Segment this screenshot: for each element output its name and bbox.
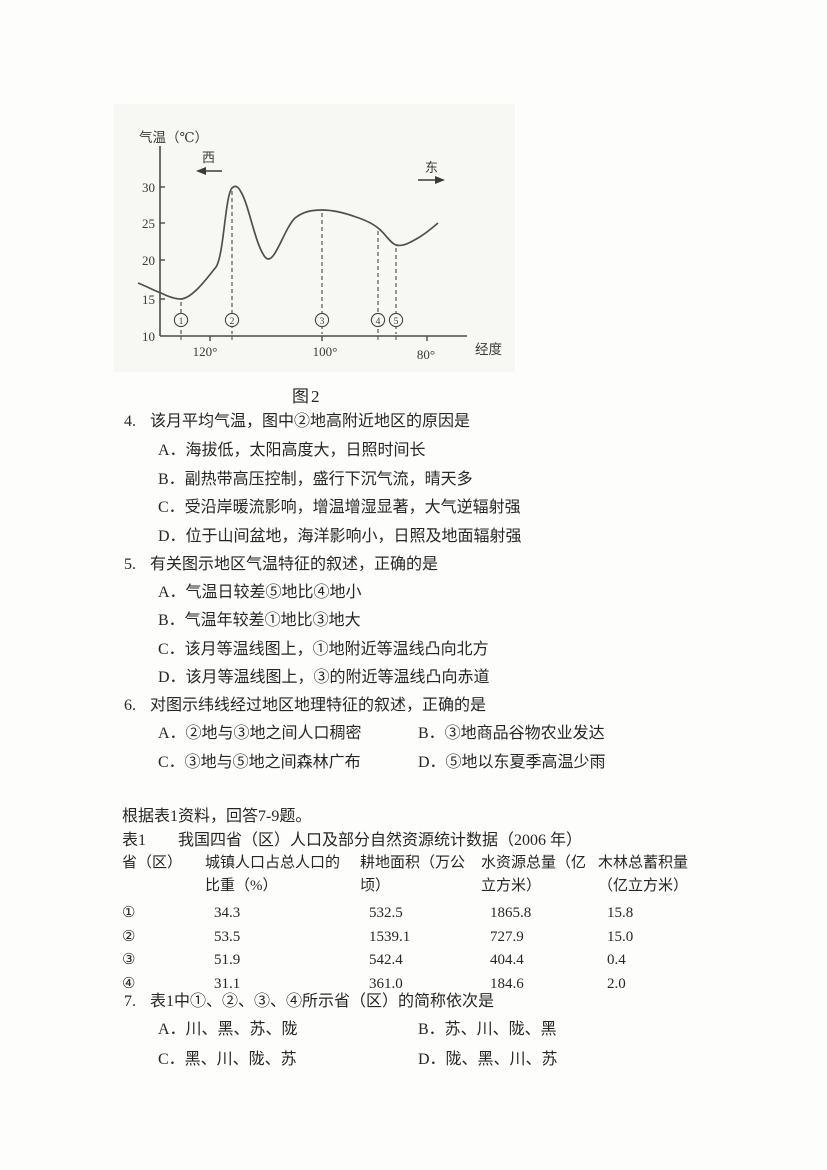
east-label: 东 <box>425 160 438 175</box>
marker-4-icon: 4 <box>370 312 386 328</box>
svg-text:2: 2 <box>230 317 235 327</box>
row3-province: ③ <box>122 952 136 969</box>
x-tick-label-100: 100° <box>313 344 338 359</box>
table-title: 我国四省（区）人口及部分自然资源统计数据（2006 年） <box>178 832 583 849</box>
marker-3-icon: 3 <box>314 312 330 328</box>
question-4-stem: 4. 该月平均气温，图中②地高附近地区的原因是 <box>124 413 471 430</box>
question-5-stem: 5. 有关图示地区气温特征的叙述，正确的是 <box>124 556 439 573</box>
y-tick-label-30: 30 <box>142 180 155 195</box>
y-tick-label-25: 25 <box>142 216 155 231</box>
svg-text:4: 4 <box>376 317 381 327</box>
row3-water: 404.4 <box>490 952 524 969</box>
question-5-number: 5. <box>124 556 136 573</box>
x-tick-label-80: 80° <box>417 347 435 362</box>
svg-text:3: 3 <box>320 317 325 327</box>
table-title-label: 表1 <box>122 832 147 849</box>
row1-water: 1865.8 <box>490 905 532 921</box>
marker-2-icon: 2 <box>224 312 240 328</box>
y-axis-title: 气温（℃） <box>139 130 208 145</box>
table-title-line: 表1 我国四省（区）人口及部分自然资源统计数据（2006 年） <box>122 831 582 851</box>
marker-5-icon: 5 <box>388 312 404 328</box>
table-header-row: 省（区） 城镇人口占总人口的比重（%） 耕地面积（万公顷） 水资源总量（亿立方米… <box>122 852 762 898</box>
table-row: ① 34.3 532.5 1865.8 15.8 <box>122 902 762 926</box>
table-header-forest-stock: 木林总蓄积量（亿立方米） <box>598 855 689 894</box>
row4-water: 184.6 <box>490 976 524 993</box>
question-4-option-d: D．位于山间盆地，海洋影响小，日照及地面辐射强 <box>158 528 522 545</box>
chart-canvas: 气温（℃） 经度 30 25 20 15 10 120° 100° 80° <box>137 130 502 362</box>
row1-forest: 15.8 <box>607 905 634 921</box>
row2-forest: 15.0 <box>607 928 634 945</box>
table-header-water-resources: 水资源总量（亿立方米） <box>481 855 587 894</box>
question-5-option-b: B．气温年较差①地比③地大 <box>158 612 361 629</box>
x-tick-label-120: 120° <box>193 344 218 359</box>
question-7-stem: 7. 表1中①、②、③、④所示省（区）的简称依次是 <box>124 993 495 1010</box>
question-7-option-a: A．川、黑、苏、陇 <box>158 1021 298 1038</box>
table-row: ③ 51.9 542.4 404.4 0.4 <box>122 949 762 973</box>
marker-1-icon: 1 <box>173 312 189 328</box>
table-header-arable-land: 耕地面积（万公顷） <box>360 855 466 894</box>
question-4-number: 4. <box>124 413 136 430</box>
table-header-province: 省（区） <box>122 855 183 871</box>
row1-urban-share: 34.3 <box>214 905 241 921</box>
question-6-option-c: C．③地与⑤地之间森林广布 <box>158 754 361 771</box>
temperature-curve <box>137 185 439 300</box>
question-7-number: 7. <box>124 993 136 1010</box>
table-body: ① 34.3 532.5 1865.8 15.8 ② 53.5 1539.1 7… <box>122 902 762 997</box>
question-5-option-a: A．气温日较差⑤地比④地小 <box>158 584 362 601</box>
question-6-option-d: D．⑤地以东夏季高温少雨 <box>418 754 606 771</box>
question-6-option-b: B．③地商品谷物农业发达 <box>418 725 605 742</box>
row1-province: ① <box>122 905 136 921</box>
question-4-option-a: A．海拔低，太阳高度大，日照时间长 <box>158 442 426 459</box>
row2-water: 727.9 <box>490 928 524 945</box>
row2-province: ② <box>122 928 136 945</box>
table-row: ④ 31.1 361.0 184.6 2.0 <box>122 973 762 997</box>
row4-province: ④ <box>122 976 136 993</box>
y-tick-label-10: 10 <box>142 329 155 344</box>
figure-caption: 图2 <box>292 387 322 406</box>
row4-arable-land: 361.0 <box>369 976 403 993</box>
svg-text:1: 1 <box>179 317 184 327</box>
question-5-option-c: C．该月等温线图上，①地附近等温线凸向北方 <box>158 641 489 658</box>
question-4-option-b: B．副热带高压控制，盛行下沉气流，晴天多 <box>158 471 473 488</box>
table-header-urban-population-share: 城镇人口占总人口的比重（%） <box>205 855 341 894</box>
row2-arable-land: 1539.1 <box>369 928 411 945</box>
question-7-option-b: B．苏、川、陇、黑 <box>418 1021 557 1038</box>
svg-text:5: 5 <box>394 317 399 327</box>
question-6-number: 6. <box>124 697 136 714</box>
y-tick-label-20: 20 <box>142 253 155 268</box>
temperature-longitude-chart: 气温（℃） 经度 30 25 20 15 10 120° 100° 80° <box>113 104 515 372</box>
question-4-option-c: C．受沿岸暖流影响，增温增湿显著，大气逆辐射强 <box>158 499 521 516</box>
question-7-option-c: C．黑、川、陇、苏 <box>158 1051 297 1068</box>
table-row: ② 53.5 1539.1 727.9 15.0 <box>122 926 762 950</box>
row3-urban-share: 51.9 <box>214 952 241 969</box>
question-6-stem: 6. 对图示纬线经过地区地理特征的叙述，正确的是 <box>124 697 487 714</box>
y-tick-label-15: 15 <box>142 292 155 307</box>
table-intro-line: 根据表1资料，回答7-9题。 <box>122 808 312 825</box>
resource-statistics-table: 省（区） 城镇人口占总人口的比重（%） 耕地面积（万公顷） 水资源总量（亿立方米… <box>122 852 762 997</box>
row4-forest: 2.0 <box>607 976 626 993</box>
row4-urban-share: 31.1 <box>214 976 241 993</box>
question-5-option-d: D．该月等温线图上，③的附近等温线凸向赤道 <box>158 669 490 686</box>
question-7-option-d: D．陇、黑、川、苏 <box>418 1051 558 1068</box>
x-axis-title: 经度 <box>475 342 502 357</box>
question-6-option-a: A．②地与③地之间人口稠密 <box>158 725 362 742</box>
row3-forest: 0.4 <box>607 952 626 969</box>
west-arrow-icon <box>196 167 206 175</box>
row3-arable-land: 542.4 <box>369 952 403 969</box>
east-arrow-icon <box>435 176 445 184</box>
west-label: 西 <box>202 150 215 165</box>
row1-arable-land: 532.5 <box>369 905 403 921</box>
row2-urban-share: 53.5 <box>214 928 241 945</box>
